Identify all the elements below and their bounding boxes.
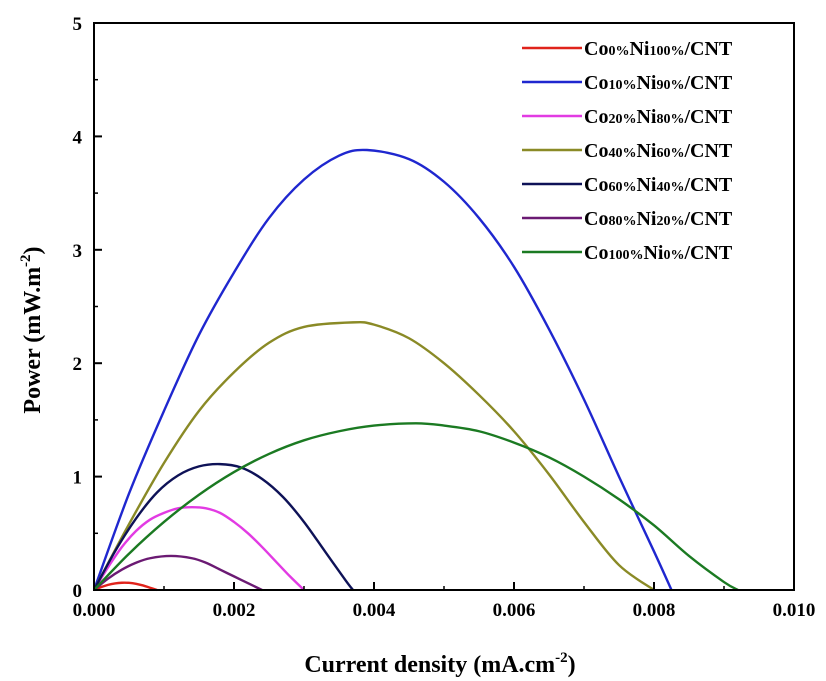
legend-label: Co10%Ni90%/CNT bbox=[584, 72, 733, 94]
y-tick-label: 0 bbox=[73, 581, 83, 602]
x-tick-label: 0.010 bbox=[773, 600, 816, 621]
legend-label: Co40%Ni60%/CNT bbox=[584, 140, 733, 162]
legend: Co0%Ni100%/CNT Co10%Ni90%/CNT Co20%Ni80%/C… bbox=[522, 38, 733, 264]
y-tick-label: 4 bbox=[73, 127, 83, 148]
x-axis-title: Current density (mA.cm-2) bbox=[304, 650, 575, 678]
x-tick-label: 0.002 bbox=[213, 600, 256, 621]
series-line-5 bbox=[93, 554, 263, 592]
y-axis-ticks: 0 1 2 3 4 5 bbox=[73, 14, 102, 602]
x-tick-label: 0.008 bbox=[633, 600, 676, 621]
legend-label: Co80%Ni20%/CNT bbox=[584, 208, 733, 230]
x-axis-ticks: 0.000 0.002 0.004 0.006 0.008 0.010 bbox=[73, 582, 816, 621]
legend-label: Co60%Ni40%/CNT bbox=[584, 174, 733, 196]
y-tick-label: 1 bbox=[73, 468, 83, 489]
legend-label: Co0%Ni100%/CNT bbox=[584, 38, 733, 60]
x-tick-label: 0.000 bbox=[73, 600, 116, 621]
series-line-3 bbox=[92, 321, 655, 591]
y-tick-label: 3 bbox=[73, 241, 83, 262]
y-tick-label: 5 bbox=[73, 14, 83, 35]
series-line-4 bbox=[92, 462, 354, 591]
series-line-1 bbox=[92, 148, 673, 591]
series-line-2 bbox=[92, 506, 305, 591]
x-tick-label: 0.004 bbox=[353, 600, 396, 621]
y-axis-title: Power (mW.m-2) bbox=[18, 246, 46, 413]
y-tick-label: 2 bbox=[73, 354, 83, 375]
plot-lines bbox=[92, 148, 739, 592]
legend-label: Co20%Ni80%/CNT bbox=[584, 106, 733, 128]
legend-label: Co100%Ni0%/CNT bbox=[584, 242, 733, 264]
series-line-6 bbox=[93, 422, 739, 592]
series-line-0 bbox=[93, 581, 158, 592]
x-tick-label: 0.006 bbox=[493, 600, 536, 621]
